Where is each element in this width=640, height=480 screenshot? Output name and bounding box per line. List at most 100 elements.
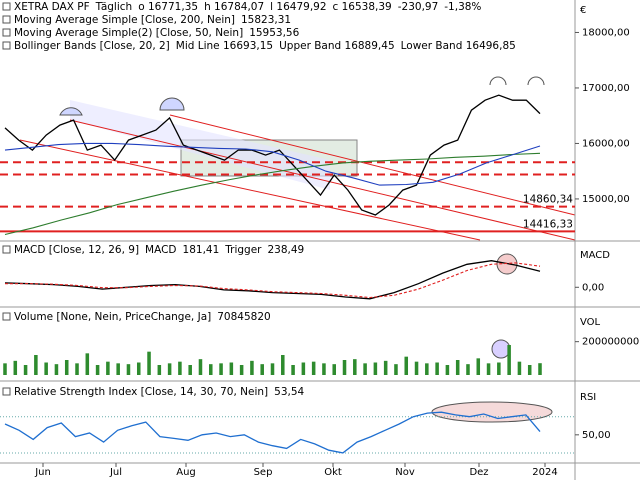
x-tick-label: Jun [34, 467, 51, 478]
level-label: 14416,33 [523, 218, 573, 230]
bar [198, 359, 203, 375]
series-line [4, 94, 541, 216]
bar [517, 361, 522, 375]
bar [435, 362, 439, 375]
bar [497, 362, 501, 375]
bar [219, 363, 223, 375]
series-line [4, 411, 541, 454]
x-tick-label: Nov [395, 467, 415, 478]
x-tick-label: 2024 [532, 467, 557, 478]
x-tick-label: Okt [324, 467, 342, 478]
bar [75, 363, 79, 375]
legend-text: 15953,56 [249, 27, 299, 39]
legend-text: 181,41 [183, 244, 220, 256]
bar [188, 365, 192, 375]
y-tick-label: 18000,00 [582, 27, 630, 38]
bar [414, 361, 419, 375]
bar [281, 355, 285, 375]
legend-text: Relative Strength Index [Close, 14, 30, … [14, 386, 268, 398]
bar [445, 365, 450, 375]
level-label: 14860,34 [523, 194, 573, 206]
bar [353, 359, 357, 375]
bar [322, 363, 326, 375]
bar [64, 360, 69, 375]
bar [44, 362, 48, 375]
bar [209, 364, 213, 375]
panel-label: MACD [580, 250, 610, 261]
bar [178, 361, 182, 375]
bar [116, 363, 120, 375]
legend-text: o 16771,35 [138, 1, 198, 13]
legend-text: MACD [Close, 12, 26, 9] [14, 244, 139, 256]
bar [538, 363, 542, 375]
legend: XETRA DAX PF Täglich o 16771,35 h 16784,07 l… [2, 1, 516, 52]
legend-icon [2, 41, 11, 50]
bar [167, 363, 172, 375]
legend-icon [2, 2, 11, 11]
bar [301, 362, 306, 375]
y-tick-label: 15000,00 [582, 194, 630, 205]
series-line [4, 260, 541, 300]
bar [527, 365, 532, 375]
panel-label: RSI [580, 392, 596, 403]
bar [126, 364, 131, 375]
legend-text: Täglich [95, 1, 133, 13]
bar [157, 365, 162, 375]
bar [383, 360, 388, 375]
legend-text: 70845820 [217, 311, 270, 323]
bar [342, 360, 347, 375]
bar [147, 351, 151, 375]
channel-line [69, 119, 576, 241]
series-line [4, 262, 541, 299]
legend-text: Moving Average Simple [Close, 200, Nein] [14, 14, 235, 26]
legend-icon [2, 245, 11, 254]
bar [250, 360, 254, 375]
legend-text: l 16479,92 [270, 1, 326, 13]
y-tick-label: 17000,00 [582, 83, 630, 94]
bar [425, 363, 429, 375]
legend-text: XETRA DAX PF [14, 1, 90, 13]
bar [85, 353, 90, 375]
series-line [4, 142, 541, 186]
legend-text: Bollinger Bands [Close, 20, 2] [14, 40, 170, 52]
legend-text: Volume [None, Nein, PriceChange, Ja] [14, 311, 211, 323]
legend-icon [2, 28, 11, 37]
legend-text: -1,38% [444, 1, 481, 13]
bar [54, 364, 59, 375]
bar [3, 363, 7, 375]
bar [363, 363, 367, 375]
bar [404, 356, 409, 375]
legend-text: Trigger [224, 244, 262, 256]
y-tick-label: 0,00 [582, 282, 604, 293]
x-tick-label: Aug [176, 467, 196, 478]
marker [491, 339, 511, 359]
panel-label: VOL [580, 317, 601, 328]
bar [486, 363, 491, 375]
legend-text: Mid Line 16693,15 [176, 40, 273, 52]
legend-text: 238,49 [268, 244, 305, 256]
bar [229, 362, 234, 375]
bar [13, 360, 18, 375]
legend: Volume [None, Nein, PriceChange, Ja] 7084… [2, 311, 271, 323]
legend: Relative Strength Index [Close, 14, 30, … [2, 386, 305, 398]
y-tick-label: 50,00 [582, 430, 611, 441]
bar [394, 364, 398, 375]
channel-fill [70, 100, 330, 190]
bar [239, 365, 244, 375]
bar [311, 361, 316, 375]
bar [34, 355, 38, 375]
legend: MACD [Close, 12, 26, 9] MACD 181,41 Trigger… [2, 244, 305, 256]
legend-icon [2, 312, 11, 321]
marker [431, 401, 553, 423]
bar [291, 365, 295, 375]
bar [23, 365, 28, 375]
legend-text: c 16538,39 [333, 1, 392, 13]
bar [332, 364, 336, 375]
bar [476, 358, 481, 375]
bar [466, 364, 470, 375]
channel-line [169, 114, 576, 216]
legend-text: Moving Average Simple(2) [Close, 50, Nei… [14, 27, 243, 39]
